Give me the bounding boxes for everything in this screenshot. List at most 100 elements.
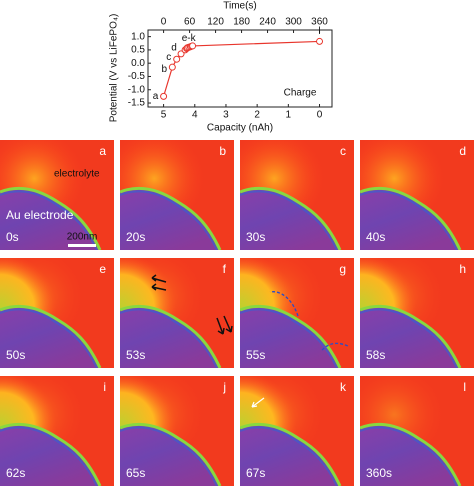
panel-time: 360s [366, 466, 392, 480]
image-panel: g 55s [240, 258, 354, 368]
image-panel: a 0s electrolyte Au electrode 200nm [0, 140, 114, 250]
electrode [240, 424, 340, 486]
panel-time: 40s [366, 230, 385, 244]
dashed-arrow [269, 291, 299, 317]
electrode-edge [120, 422, 222, 486]
electrode-edge [120, 304, 222, 368]
electrode-edge-inner [120, 308, 218, 368]
panel-time: 20s [126, 230, 145, 244]
electrode-edge [360, 422, 462, 486]
point-label: a [153, 91, 159, 102]
image-panel: d 40s [360, 140, 474, 250]
x2-axis-label: Time(s) [223, 1, 257, 12]
panel-time: 67s [246, 466, 265, 480]
panel-letter: k [340, 380, 347, 394]
electrode [120, 306, 220, 368]
panel-time: 30s [246, 230, 265, 244]
x-tick-label: 3 [223, 110, 229, 121]
image-panel: l 360s [360, 376, 474, 486]
panel-time: 50s [6, 348, 25, 362]
electrode-edge [240, 422, 342, 486]
image-panel: b 20s [120, 140, 234, 250]
x-axis-label: Capacity (nAh) [207, 123, 273, 134]
electrode-edge-inner [360, 426, 458, 486]
image-panel: f 53s [120, 258, 234, 368]
data-point [177, 50, 185, 58]
point-label: c [166, 52, 171, 63]
panel-time: 0s [6, 230, 19, 244]
panel-time: 65s [126, 466, 145, 480]
y-tick-label: -1.0 [128, 84, 146, 95]
y-axis-label: Potential (V vs LiFePO₄) [109, 14, 120, 123]
electrode-edge-inner [120, 190, 218, 250]
electrode [240, 188, 340, 250]
image-panel: i 62s [0, 376, 114, 486]
panel-time: 53s [126, 348, 145, 362]
electrode-edge-inner [240, 190, 338, 250]
panel-letter: h [459, 262, 466, 276]
x-tick-label: 2 [254, 110, 260, 121]
image-panel: k 67s [240, 376, 354, 486]
panel-letter: l [463, 380, 466, 394]
electrode-edge [120, 186, 222, 250]
panel-letter: g [339, 262, 346, 276]
x2-tick-label: 60 [184, 17, 196, 28]
electrode-edge-inner [360, 190, 458, 250]
electrode-edge-inner [360, 308, 458, 368]
electrode-edge [240, 186, 342, 250]
electrode-edge-inner [0, 190, 98, 250]
x2-tick-label: 240 [259, 17, 276, 28]
data-point [316, 37, 324, 45]
point-label: b [162, 64, 168, 75]
electrode-edge [0, 186, 102, 250]
electrode-edge [360, 304, 462, 368]
y-tick-label: -1.5 [128, 98, 146, 109]
image-panel: c 30s [240, 140, 354, 250]
image-panel: h 58s [360, 258, 474, 368]
y-tick-label: 1.0 [131, 31, 145, 42]
panel-letter: e [99, 262, 106, 276]
panel-letter: a [99, 144, 106, 158]
electrode [240, 306, 340, 368]
arrow [216, 315, 233, 335]
electrode [0, 424, 100, 486]
electrode [120, 424, 220, 486]
electrode [0, 188, 100, 250]
electrode-edge-inner [0, 308, 98, 368]
scale-bar-label: 200nm [67, 232, 98, 243]
y-tick-label: 0.5 [131, 45, 145, 56]
y-tick-label: -0.5 [128, 71, 146, 82]
electrode-edge-inner [120, 426, 218, 486]
electrode [360, 424, 460, 486]
panel-letter: f [223, 262, 227, 276]
data-point [189, 42, 197, 50]
panel-letter: b [219, 144, 226, 158]
panel-letter: d [459, 144, 466, 158]
electrode-edge [0, 422, 102, 486]
electrode-edge-inner [240, 426, 338, 486]
x-tick-label: 5 [161, 110, 167, 121]
panel-letter: c [340, 144, 346, 158]
x-tick-label: 0 [317, 110, 323, 121]
electrode [0, 306, 100, 368]
x2-tick-label: 360 [311, 17, 328, 28]
electrode [120, 188, 220, 250]
electrode-label: Au electrode [6, 208, 74, 222]
plot-frame [147, 29, 333, 108]
x2-tick-label: 0 [161, 17, 167, 28]
panel-letter: i [103, 380, 106, 394]
arrow [251, 397, 265, 408]
electrolyte-label: electrolyte [54, 169, 100, 180]
panel-time: 62s [6, 466, 25, 480]
x-tick-label: 4 [192, 110, 198, 121]
x2-tick-label: 120 [207, 17, 224, 28]
panel-time: 55s [246, 348, 265, 362]
annotation: Charge [284, 88, 317, 99]
data-point [160, 92, 168, 100]
electrode-edge [360, 186, 462, 250]
dashed-arrow [321, 342, 349, 351]
image-panel: e 50s [0, 258, 114, 368]
scale-bar [68, 244, 96, 247]
electrode-edge-inner [240, 308, 338, 368]
